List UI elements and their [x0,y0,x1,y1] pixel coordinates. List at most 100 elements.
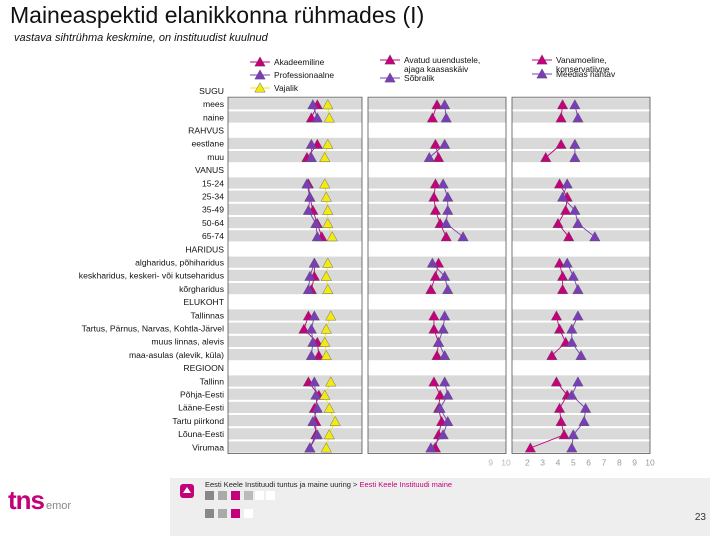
row-band [512,375,650,387]
data-point-marker [304,442,316,453]
row-band [368,217,506,229]
data-point-marker [569,138,581,149]
row-band [228,283,362,295]
data-point-marker [550,376,563,387]
data-point-marker [553,257,566,268]
row-band [512,296,650,308]
footer-link[interactable]: Eesti Keele Instituudi maine [359,480,453,489]
legend-label: Avatud uuendustele, [404,55,480,65]
row-label: muu [207,152,224,162]
data-point-marker [428,310,440,321]
row-band [512,203,650,215]
data-point-marker [442,389,454,400]
row-band [368,230,506,242]
data-point-marker [429,270,442,281]
data-point-marker [442,415,454,426]
row-label: 65-74 [202,231,224,241]
data-point-marker [555,112,567,123]
data-point-marker [431,99,443,110]
row-header-label: HARIDUS [185,244,224,254]
row-band [512,401,650,413]
data-point-marker [320,270,332,281]
data-point-marker [558,429,570,440]
data-point-marker [428,323,440,334]
row-band [228,335,362,347]
data-point-marker [439,270,451,281]
legend-marker [254,69,266,80]
home-icon[interactable] [180,484,194,498]
data-point-marker [431,349,443,360]
data-point-marker [302,283,314,294]
page-number: 23 [694,512,706,523]
nav-square[interactable] [255,491,264,500]
data-point-marker [440,112,452,123]
nav-square[interactable] [244,509,253,518]
data-point-marker [524,442,536,453]
data-point-marker [432,151,445,162]
row-band [512,428,650,440]
row-label: maa-asulas (alevik, küla) [129,350,224,360]
nav-square[interactable] [244,491,253,500]
row-band [368,190,506,202]
data-point-marker [566,389,578,400]
legend-label: Sõbralik [404,73,435,83]
nav-square[interactable] [266,491,275,500]
data-point-marker [437,429,449,440]
row-band [368,111,506,123]
data-point-marker [429,204,442,215]
row-band [228,217,362,229]
data-point-marker [307,336,319,347]
data-point-marker [308,257,320,268]
x-tick-label: 7 [602,458,607,468]
data-point-marker [440,231,452,242]
x-tick-label: 3 [540,458,545,468]
row-label: algharidus, põhiharidus [135,258,224,268]
data-point-marker [323,429,335,440]
legend-marker [254,56,266,67]
data-point-marker [308,310,320,321]
data-point-marker [557,191,569,202]
nav-square[interactable] [231,491,240,500]
legend-label: Vanamoeline, [556,55,607,65]
data-point-marker [566,336,578,347]
row-label: Tallinnas [191,310,224,320]
data-point-marker [322,204,334,215]
row-band [228,124,362,136]
nav-square[interactable] [218,509,227,518]
nav-square[interactable] [205,509,214,518]
data-point-marker [311,231,323,242]
data-point-marker [442,283,454,294]
data-point-marker [566,442,578,453]
x-tick-label: 9 [488,458,493,468]
series-line [530,434,565,449]
data-point-marker [439,349,451,360]
row-band [228,243,362,255]
data-point-marker [325,376,337,387]
legend-label: Meedias nähtav [556,69,616,79]
page-title: Maineaspektid elanikkonna rühmades (I) [10,2,425,28]
row-band [512,415,650,427]
row-band [512,164,650,176]
row-label: Virumaa [192,442,224,452]
data-point-marker [572,310,584,321]
data-point-marker [569,151,581,162]
row-band [512,388,650,400]
row-band [512,151,650,163]
row-header-label: REGIOON [183,363,224,373]
data-point-marker [322,283,334,294]
data-point-marker [434,389,446,400]
row-band [228,269,362,281]
data-point-marker [572,283,584,294]
data-point-marker [557,99,569,110]
data-point-marker [555,138,567,149]
row-band [512,85,650,97]
data-point-marker [540,151,552,162]
data-point-marker [319,151,331,162]
nav-square[interactable] [231,509,240,518]
nav-square[interactable] [205,491,214,500]
row-band [368,309,506,321]
data-point-marker [550,310,563,321]
legend-marker [536,54,548,65]
row-band [228,428,362,440]
nav-square[interactable] [218,491,227,500]
